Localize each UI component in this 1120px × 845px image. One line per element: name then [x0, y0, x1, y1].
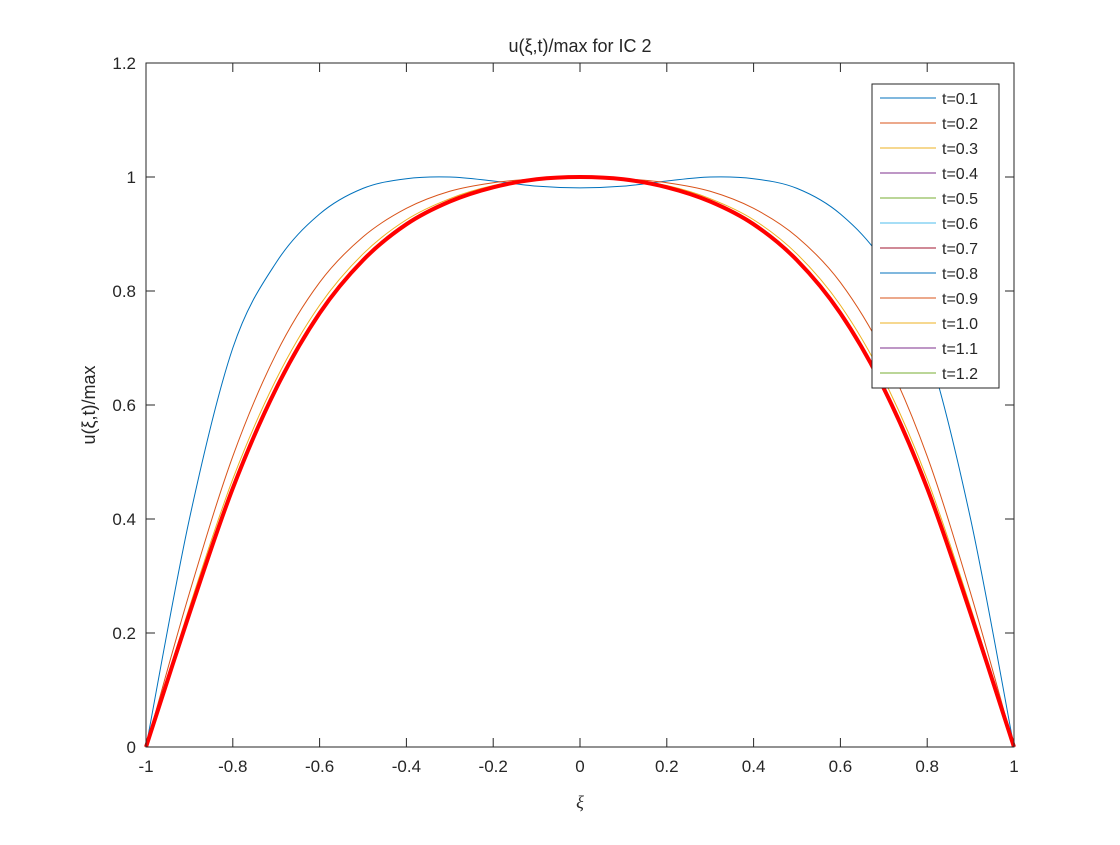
- x-tick-label: 1: [1009, 757, 1018, 776]
- y-tick-label: 1: [127, 168, 136, 187]
- legend: t=0.1 t=0.2 t=0.3 t=0.4 t=0.5 t=0.6 t=0.7 t=0.8…: [871, 83, 1000, 389]
- legend-label: t=0.4: [942, 166, 978, 183]
- legend-box: [871, 83, 1000, 389]
- series-layer: [144, 175, 1016, 748]
- legend-label: t=1.2: [942, 366, 978, 383]
- y-tick-label: 0.2: [112, 624, 136, 643]
- x-axis-label: ξ: [576, 792, 584, 812]
- x-tick-label: 0.2: [655, 757, 679, 776]
- legend-label: t=0.2: [942, 116, 978, 133]
- x-tick-label: 0.4: [742, 757, 766, 776]
- x-tick-label: -0.4: [392, 757, 421, 776]
- x-tick-label: 0: [575, 757, 584, 776]
- legend-label: t=0.8: [942, 266, 978, 283]
- legend-label: t=0.6: [942, 216, 978, 233]
- y-tick-label: 0: [127, 738, 136, 757]
- y-tick-label: 0.4: [112, 510, 136, 529]
- chart-title: u(ξ,t)/max for IC 2: [508, 36, 651, 56]
- legend-label: t=0.1: [942, 91, 978, 108]
- x-tick-label: 0.8: [915, 757, 939, 776]
- x-tick-label: -0.6: [305, 757, 334, 776]
- x-tick-label: -1: [138, 757, 153, 776]
- x-tick-label: -0.2: [479, 757, 508, 776]
- axes-layer: -1 -0.8 -0.6 -0.4 -0.2 0 0.2 0.4 0.6 0.8 1 0 0.2 0.4 0…: [112, 54, 1018, 776]
- legend-label: t=0.5: [942, 191, 978, 208]
- legend-label: t=1.1: [942, 341, 978, 358]
- legend-label: t=0.9: [942, 291, 978, 308]
- y-axis-label: u(ξ,t)/max: [79, 365, 99, 444]
- x-tick-label: 0.6: [829, 757, 853, 776]
- legend-label: t=0.3: [942, 141, 978, 158]
- y-tick-label: 1.2: [112, 54, 136, 73]
- y-tick-label: 0.8: [112, 282, 136, 301]
- legend-label: t=0.7: [942, 241, 978, 258]
- y-tick-label: 0.6: [112, 396, 136, 415]
- series-line-bold-12: [144, 175, 1016, 748]
- legend-label: t=1.0: [942, 316, 978, 333]
- x-tick-label: -0.8: [218, 757, 247, 776]
